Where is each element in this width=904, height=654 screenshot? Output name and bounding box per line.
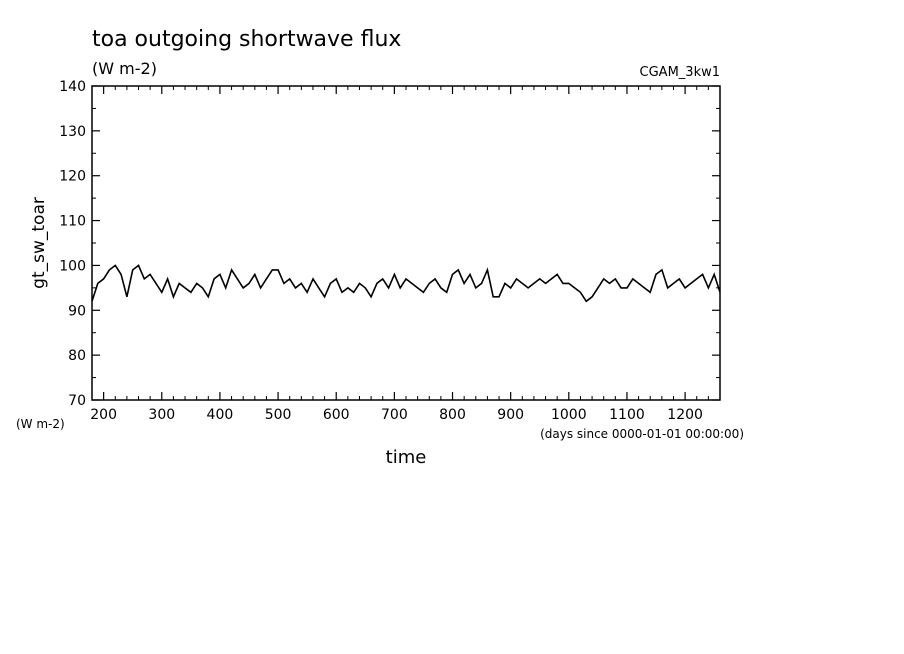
- y-tick-label: 80: [68, 348, 86, 364]
- dataset-label: CGAM_3kw1: [640, 65, 720, 80]
- chart-units: (W m-2): [92, 59, 157, 78]
- y-tick-label: 120: [59, 169, 86, 185]
- x-tick-label: 800: [439, 407, 466, 423]
- x-tick-label: 1200: [667, 407, 703, 423]
- x-axis-label: time: [386, 447, 427, 468]
- x-tick-label: 1000: [551, 407, 587, 423]
- y-tick-label: 110: [59, 214, 86, 230]
- y-tick-label: 140: [59, 79, 86, 95]
- x-tick-label: 700: [381, 407, 408, 423]
- x-tick-label: 1100: [609, 407, 645, 423]
- y-tick-label: 100: [59, 258, 86, 274]
- series-line: [91, 264, 721, 303]
- x-tick-label: 500: [265, 407, 292, 423]
- chart-title: toa outgoing shortwave flux: [92, 27, 401, 52]
- y-tick-label: 70: [68, 393, 86, 409]
- y-axis-units: (W m-2): [16, 417, 65, 431]
- x-tick-label: 300: [148, 407, 175, 423]
- x-axis-units: (days since 0000-01-01 00:00:00): [540, 427, 744, 441]
- x-axis: 200 300 400 500 600 700 800 900 1000 1100 1200: [90, 86, 721, 423]
- x-tick-label: 200: [90, 407, 117, 423]
- y-axis-label: gt_sw_toar: [29, 197, 49, 289]
- plot-frame: [91, 85, 721, 401]
- x-tick-label: 400: [207, 407, 234, 423]
- y-tick-label: 130: [59, 124, 86, 140]
- y-axis: 70 80 90 100 110 120 130 140: [59, 79, 720, 409]
- x-tick-label: 600: [323, 407, 350, 423]
- x-tick-label: 900: [497, 407, 524, 423]
- y-tick-label: 90: [68, 303, 86, 319]
